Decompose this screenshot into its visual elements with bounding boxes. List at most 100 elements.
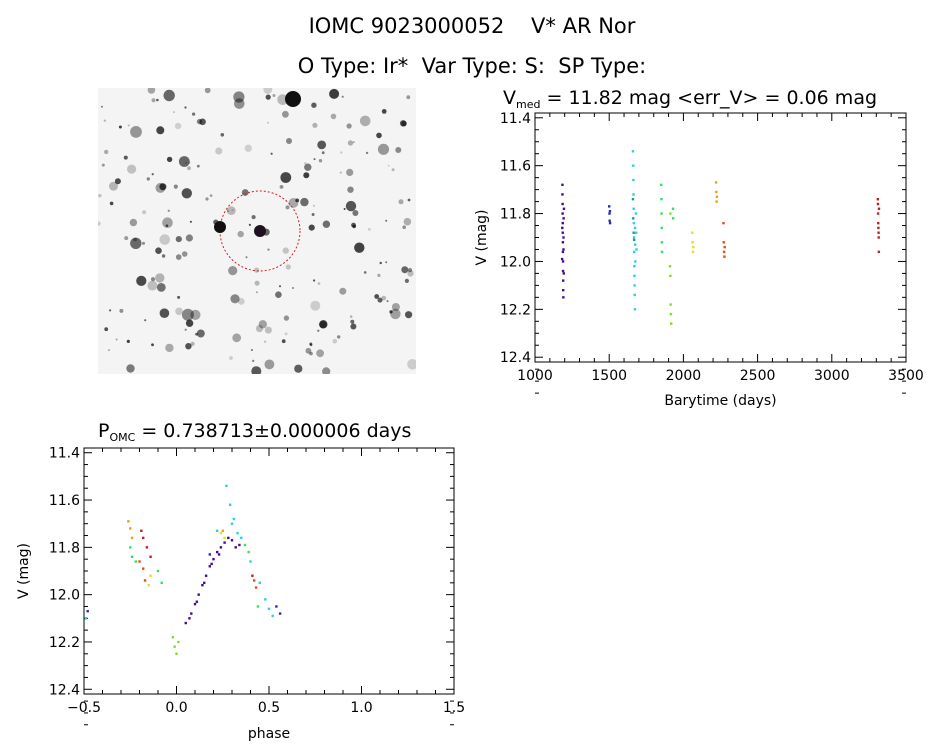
lightcurve-point [632,231,635,234]
title-rest: = 0.738713±0.000006 days [135,420,411,442]
lightcurve-point [632,217,635,220]
lightcurve-point [561,231,564,234]
phase-point [160,581,163,585]
x-tick-label: 1500 [591,368,627,384]
phase-point [230,522,234,525]
x-tick-label: 1.0 [350,700,372,716]
phase-point [149,574,152,577]
phase-point [251,574,254,577]
lightcurve-point [634,260,637,263]
y-tick-label: 12.0 [500,254,531,270]
title-line-2: O Type: Ir* Var Type: S: SP Type: [297,54,647,78]
lightcurve-point [671,217,675,220]
lightcurve-point [632,207,635,210]
phase-point [247,550,250,554]
phase-point [188,617,191,620]
y-tick-label: 12.4 [500,350,531,366]
y-tick-label: 11.8 [49,540,80,556]
phase-point [267,607,271,611]
phase-point [254,586,258,589]
phase-point [184,621,187,625]
y-tick-label: 11.4 [500,111,531,127]
phase-point [219,531,223,535]
phase-point [190,612,193,615]
y-tick-label: 12.2 [500,302,531,318]
phase-point [197,593,200,596]
x-tick-label: 2500 [740,368,776,384]
lightcurve-point [877,221,880,225]
lightcurve-xlabel: Barytime (days) [664,393,776,409]
phase-point [278,612,282,615]
x-tick-label: 0.0 [165,700,187,716]
phase-point [216,550,219,554]
lightcurve-point [714,181,718,184]
lightcurve-point [561,260,565,263]
lightcurve-point [669,312,673,316]
phase-xlabel: phase [248,726,290,742]
phase-point [129,527,132,530]
phase-point [130,536,134,540]
phase-point [175,652,178,655]
y-tick-label: 11.6 [500,159,531,175]
phase-point [145,546,149,549]
lightcurve-point [561,183,564,187]
phase-point [142,536,145,540]
lightcurve-point [877,207,881,210]
x-tick-label: 3500 [888,368,924,384]
phase-point [230,539,234,542]
title-sub: med [516,98,540,111]
lightcurve-point [631,150,635,153]
lightcurve-point [561,269,565,273]
lightcurve-point [669,303,672,306]
y-tick-label: 11.4 [49,446,80,462]
phase-frame [83,447,455,695]
lightcurve-point [560,257,564,261]
lightcurve-point [632,178,635,182]
phase-point [203,581,206,585]
lightcurve-point [608,221,612,225]
lightcurve-ylabel: V (mag) [474,209,490,265]
phase-point [275,605,278,608]
lightcurve-point [633,308,637,311]
lightcurve-point [632,238,636,242]
phase-point [208,553,211,556]
lightcurve-point [691,231,694,234]
lightcurve-point [633,265,636,268]
lightcurve-point [691,241,694,244]
phase-point [258,581,261,585]
phase-point [253,579,256,582]
phase-point [223,541,226,544]
phase-title: POMC = 0.738713±0.000006 days [98,420,411,444]
lightcurve-point [877,226,880,230]
sky-image [98,88,416,374]
lightcurve-point [561,250,565,254]
lightcurve-point [561,193,564,196]
lightcurve-point [562,236,565,239]
lightcurve-point [722,241,725,244]
phase-point [86,610,89,613]
phase-point [225,484,228,488]
lightcurve-point [561,226,564,230]
phase-point [156,569,160,573]
y-tick-label: 12.2 [49,635,80,651]
lightcurve-point [634,212,638,215]
lightcurve-point [562,296,565,299]
phase-point [219,546,223,549]
lightcurve-point [633,226,637,230]
lightcurve-title: Vmed = 11.82 mag <err_V> = 0.06 mag [503,87,877,111]
lightcurve-point [631,197,635,201]
lightcurve-point [635,231,638,234]
lightcurve-point [659,183,663,187]
lightcurve-point [723,245,726,249]
phase-point [177,640,180,644]
phase-point [208,565,211,568]
lightcurve-point [715,190,718,194]
lightcurve-point [635,248,638,251]
phase-point [142,567,145,570]
lightcurve-point [561,288,565,292]
lightcurve-point [671,207,675,210]
lightcurve-point [669,212,672,215]
phase-point [138,560,141,563]
phase-point [236,531,239,535]
phase-point [201,583,204,587]
